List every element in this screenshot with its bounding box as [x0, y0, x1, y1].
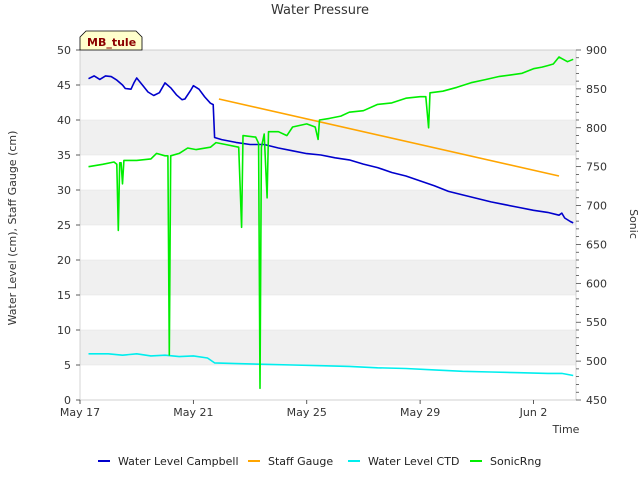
- y2-tick-label: 800: [586, 122, 607, 135]
- y-tick-label: 50: [57, 44, 71, 57]
- grid-bands: [80, 49, 576, 401]
- x-tick-label: May 21: [173, 406, 213, 419]
- y2-tick-label: 900: [586, 44, 607, 57]
- grid-band: [80, 50, 576, 85]
- y-tick-label: 35: [57, 149, 71, 162]
- y-tick-label: 0: [64, 394, 71, 407]
- y-axis-left: 0 5 10 15 20 25 30 35 40 45 50: [57, 44, 80, 407]
- legend-label: Water Level CTD: [368, 455, 459, 468]
- annotation-text: MB_tule: [87, 36, 136, 49]
- y-axis-right: 450 500 550 600 650 700 750 800 850 900: [576, 44, 607, 407]
- chart-title: Water Pressure: [271, 3, 369, 18]
- y-tick-label: 20: [57, 254, 71, 267]
- y-axis-title: Water Level (cm), Staff Gauge (cm): [6, 131, 19, 326]
- y-tick-label: 10: [57, 324, 71, 337]
- y2-tick-label: 500: [586, 355, 607, 368]
- y-tick-label: 40: [57, 114, 71, 127]
- legend-label: Staff Gauge: [268, 455, 333, 468]
- series-line-water-level-ctd: [88, 353, 574, 377]
- series-layer: [88, 56, 574, 390]
- y2-tick-label: 600: [586, 277, 607, 290]
- series-line-sonicrng: [88, 56, 574, 390]
- x-tick-label: Jun 2: [519, 406, 548, 419]
- x-tick-label: May 29: [400, 406, 440, 419]
- x-axis-title: Time: [552, 423, 580, 436]
- legend-label: Water Level Campbell: [118, 455, 239, 468]
- legend: Water Level Campbell Staff Gauge Water Lev…: [98, 455, 541, 468]
- grid-band: [80, 120, 576, 155]
- y-tick-label: 5: [64, 359, 71, 372]
- grid-band: [80, 330, 576, 365]
- y-tick-label: 15: [57, 289, 71, 302]
- y2-tick-label: 550: [586, 316, 607, 329]
- site-annotation: MB_tule: [79, 30, 143, 51]
- legend-label: SonicRng: [490, 455, 541, 468]
- series-line-water-level-campbell: [88, 75, 574, 224]
- annotation-box: [79, 30, 143, 51]
- series-line-staff-gauge: [218, 98, 560, 177]
- grid-band: [80, 260, 576, 295]
- y-tick-label: 45: [57, 79, 71, 92]
- y2-tick-label: 850: [586, 83, 607, 96]
- x-axis: May 17 May 21 May 25 May 29 Jun 2: [60, 400, 547, 419]
- y-tick-label: 25: [57, 219, 71, 232]
- y2-tick-label: 750: [586, 161, 607, 174]
- y2-tick-label: 700: [586, 200, 607, 213]
- x-tick-label: May 17: [60, 406, 100, 419]
- y2-tick-label: 450: [586, 394, 607, 407]
- y2-tick-label: 650: [586, 238, 607, 251]
- x-tick-label: May 25: [287, 406, 327, 419]
- grid-band: [80, 190, 576, 225]
- y-tick-label: 30: [57, 184, 71, 197]
- y2-axis-title: Sonic: [627, 209, 640, 239]
